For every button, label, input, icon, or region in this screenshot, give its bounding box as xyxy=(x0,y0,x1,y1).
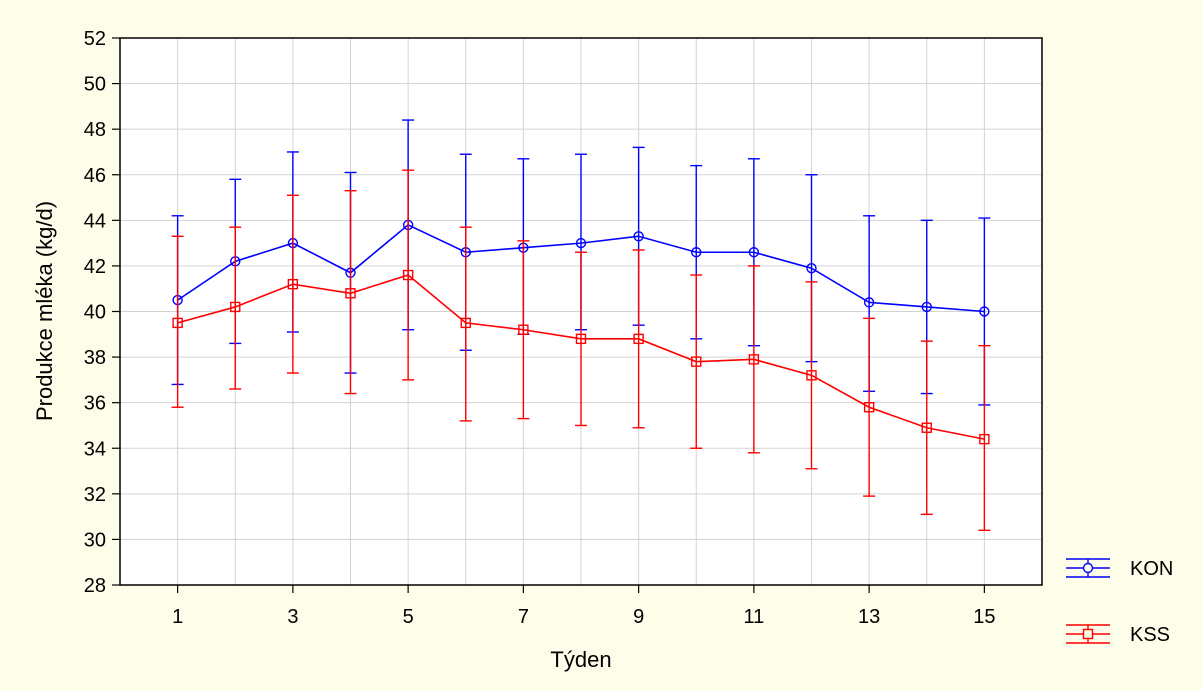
x-tick-label: 9 xyxy=(633,606,644,628)
y-tick-label: 50 xyxy=(84,74,106,96)
y-tick-label: 36 xyxy=(84,393,106,415)
data-point-kss xyxy=(287,278,299,290)
data-point-kss xyxy=(633,333,644,345)
legend-item-kss: KSS xyxy=(1066,624,1170,646)
y-tick-label: 38 xyxy=(84,347,106,369)
data-point-kon xyxy=(748,247,760,258)
data-point-kon xyxy=(691,247,702,258)
y-tick-label: 46 xyxy=(84,165,106,187)
data-point-kon xyxy=(979,306,990,317)
y-tick-label: 48 xyxy=(84,119,106,141)
legend-item-kon: KON xyxy=(1066,558,1173,580)
data-point-kon xyxy=(575,237,587,249)
data-point-kon xyxy=(633,231,644,242)
data-point-kss xyxy=(979,433,990,445)
x-tick-label: 3 xyxy=(287,606,298,628)
x-tick-label: 13 xyxy=(858,606,880,628)
data-point-kon xyxy=(806,262,817,274)
data-point-kss xyxy=(518,324,529,335)
error-bar xyxy=(344,190,357,395)
x-tick-label: 11 xyxy=(743,606,764,628)
x-tick-label: 15 xyxy=(973,606,995,628)
legend-label-kon: KON xyxy=(1130,558,1173,580)
data-point-kss xyxy=(748,354,760,365)
x-tick-label: 5 xyxy=(403,606,414,628)
data-point-kon xyxy=(921,301,932,313)
y-tick-label: 42 xyxy=(84,256,106,278)
data-point-kss xyxy=(863,402,875,413)
data-point-kss xyxy=(921,422,932,433)
data-point-kss xyxy=(345,288,356,299)
series-line-kss xyxy=(177,274,985,440)
data-point-kss xyxy=(460,317,471,329)
plot-frame xyxy=(119,37,1043,586)
y-tick-label: 52 xyxy=(84,28,106,50)
y-axis-title: Produkce mléka (kg/d) xyxy=(32,201,57,421)
y-tick-label: 30 xyxy=(84,529,106,551)
data-point-kss xyxy=(575,333,587,345)
legend: KON KSS xyxy=(1066,558,1173,646)
data-point-kss xyxy=(230,301,241,313)
error-bar xyxy=(171,235,184,408)
y-tick-label: 34 xyxy=(84,438,106,460)
data-point-kss xyxy=(691,356,702,367)
legend-marker-kon xyxy=(1082,562,1094,574)
legend-marker-kss xyxy=(1082,628,1094,640)
y-tick-label: 32 xyxy=(84,484,106,506)
data-point-kss xyxy=(402,269,414,281)
series-group xyxy=(171,119,991,531)
error-bar xyxy=(459,226,472,422)
data-point-kss xyxy=(172,317,183,329)
series-kss xyxy=(171,169,991,531)
x-tick-label: 7 xyxy=(518,606,529,628)
series-line-kon xyxy=(177,223,985,313)
y-tick-label: 40 xyxy=(84,302,106,324)
y-tick-label: 28 xyxy=(84,575,106,597)
data-point-kss xyxy=(806,370,817,381)
error-bar xyxy=(978,344,991,531)
y-tick-label: 44 xyxy=(84,210,106,232)
x-tick-label: 1 xyxy=(172,606,183,628)
x-axis-title: Týden xyxy=(550,647,611,672)
data-point-kon xyxy=(863,297,875,308)
error-bar xyxy=(229,226,242,390)
legend-label-kss: KSS xyxy=(1130,624,1170,646)
